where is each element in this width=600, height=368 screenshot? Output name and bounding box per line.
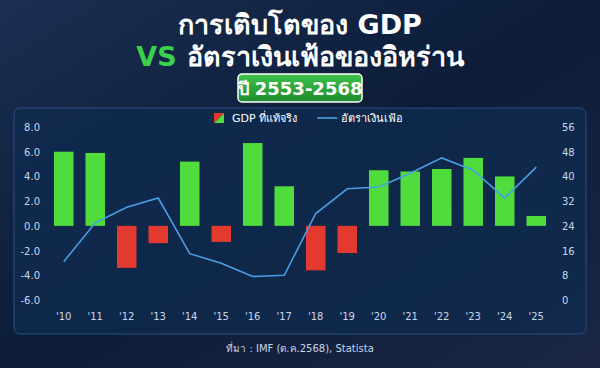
x-tick-label: '11 xyxy=(88,311,103,322)
subtitle: ปี 2553-2568 xyxy=(237,78,363,99)
x-tick-label: '15 xyxy=(214,311,229,322)
bar xyxy=(306,226,326,270)
axes: -6.0 -4.0 -2.0 0.0 2.0 4.0 6.0 8.0 0 8 16 24 32 40 48 5… xyxy=(20,122,574,322)
legend-swatch xyxy=(214,113,224,123)
bar xyxy=(526,216,546,226)
plot-panel xyxy=(14,108,586,334)
y-tick-label: 8.0 xyxy=(24,122,40,133)
y2-tick-label: 24 xyxy=(562,221,575,232)
legend-swatch xyxy=(317,117,337,119)
x-tick-label: '18 xyxy=(308,311,323,322)
marks xyxy=(54,143,546,276)
y2-tick-label: 40 xyxy=(562,171,575,182)
bar xyxy=(180,162,200,226)
bar xyxy=(85,153,105,226)
x-tick-label: '12 xyxy=(119,311,134,322)
bar xyxy=(148,226,168,243)
y-tick-label: 6.0 xyxy=(24,147,40,158)
x-tick-label: '25 xyxy=(529,311,544,322)
y-tick-label: -6.0 xyxy=(20,295,40,306)
bar xyxy=(432,169,452,226)
bar xyxy=(54,152,74,226)
title-vs: VS xyxy=(136,41,176,72)
x-tick-label: '13 xyxy=(151,311,166,322)
x-tick-label: '20 xyxy=(371,311,386,322)
x-tick-label: '14 xyxy=(182,311,197,322)
x-tick-label: '16 xyxy=(245,311,260,322)
y2-tick-label: 32 xyxy=(562,196,575,207)
legend-label: GDP ที่แท้จริง xyxy=(232,110,297,125)
x-tick-label: '22 xyxy=(434,311,449,322)
background xyxy=(0,0,600,368)
source: ที่มา : IMF (ต.ค.2568), Statista xyxy=(226,341,374,354)
y-tick-label: 4.0 xyxy=(24,171,40,182)
x-tick-label: '21 xyxy=(403,311,418,322)
bar xyxy=(369,170,389,226)
y2-tick-label: 16 xyxy=(562,246,575,257)
x-tick-label: '24 xyxy=(497,311,512,322)
y-tick-label: -2.0 xyxy=(20,246,40,257)
bar xyxy=(243,143,263,226)
y-tick-label: 2.0 xyxy=(24,196,40,207)
title: อัตราเงินเฟ้อของอิหร่าน xyxy=(187,41,465,72)
y2-tick-label: 8 xyxy=(562,270,568,281)
bar xyxy=(495,176,515,225)
x-tick-label: '10 xyxy=(56,311,71,322)
title-line: VS อัตราเงินเฟ้อของอิหร่าน xyxy=(136,41,464,72)
title: การเติบโตของ GDP xyxy=(178,8,422,40)
bar xyxy=(211,226,231,242)
y2-tick-label: 48 xyxy=(562,147,575,158)
legend-swatch xyxy=(214,113,224,123)
bar xyxy=(117,226,137,268)
line xyxy=(64,158,537,277)
legend: GDP ที่แท้จริง อัตราเงินเฟ้อ xyxy=(214,110,403,125)
bar xyxy=(400,171,420,225)
chart: การเติบโตของ GDPVS อัตราเงินเฟ้อของอิหร่า… xyxy=(0,0,600,368)
bar xyxy=(337,226,357,253)
legend-label: อัตราเงินเฟ้อ xyxy=(341,112,403,125)
y2-tick-label: 56 xyxy=(562,122,575,133)
x-tick-label: '19 xyxy=(340,311,355,322)
x-tick-label: '23 xyxy=(466,311,481,322)
bar xyxy=(274,186,294,226)
x-tick-label: '17 xyxy=(277,311,292,322)
y2-tick-label: 0 xyxy=(562,295,568,306)
y-tick-label: 0.0 xyxy=(24,221,40,232)
y-tick-label: -4.0 xyxy=(20,270,40,281)
